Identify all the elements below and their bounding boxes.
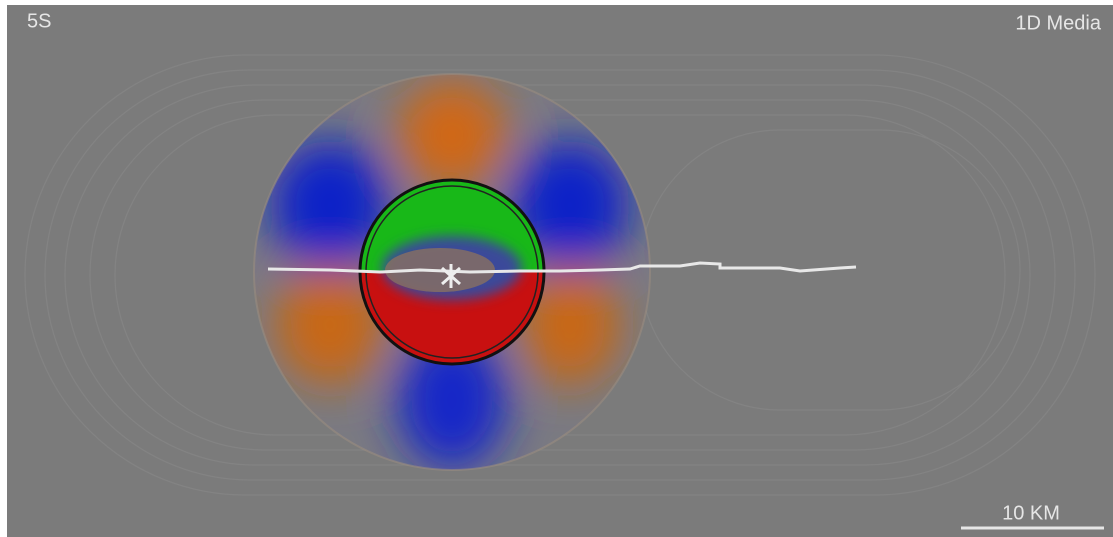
scale-label: 10 KM <box>1002 502 1060 524</box>
medium-label: 1D Media <box>1015 12 1101 34</box>
time-label: 5S <box>27 10 51 32</box>
wavefield-frame: 5S 1D Media 10 KM <box>0 0 1113 537</box>
